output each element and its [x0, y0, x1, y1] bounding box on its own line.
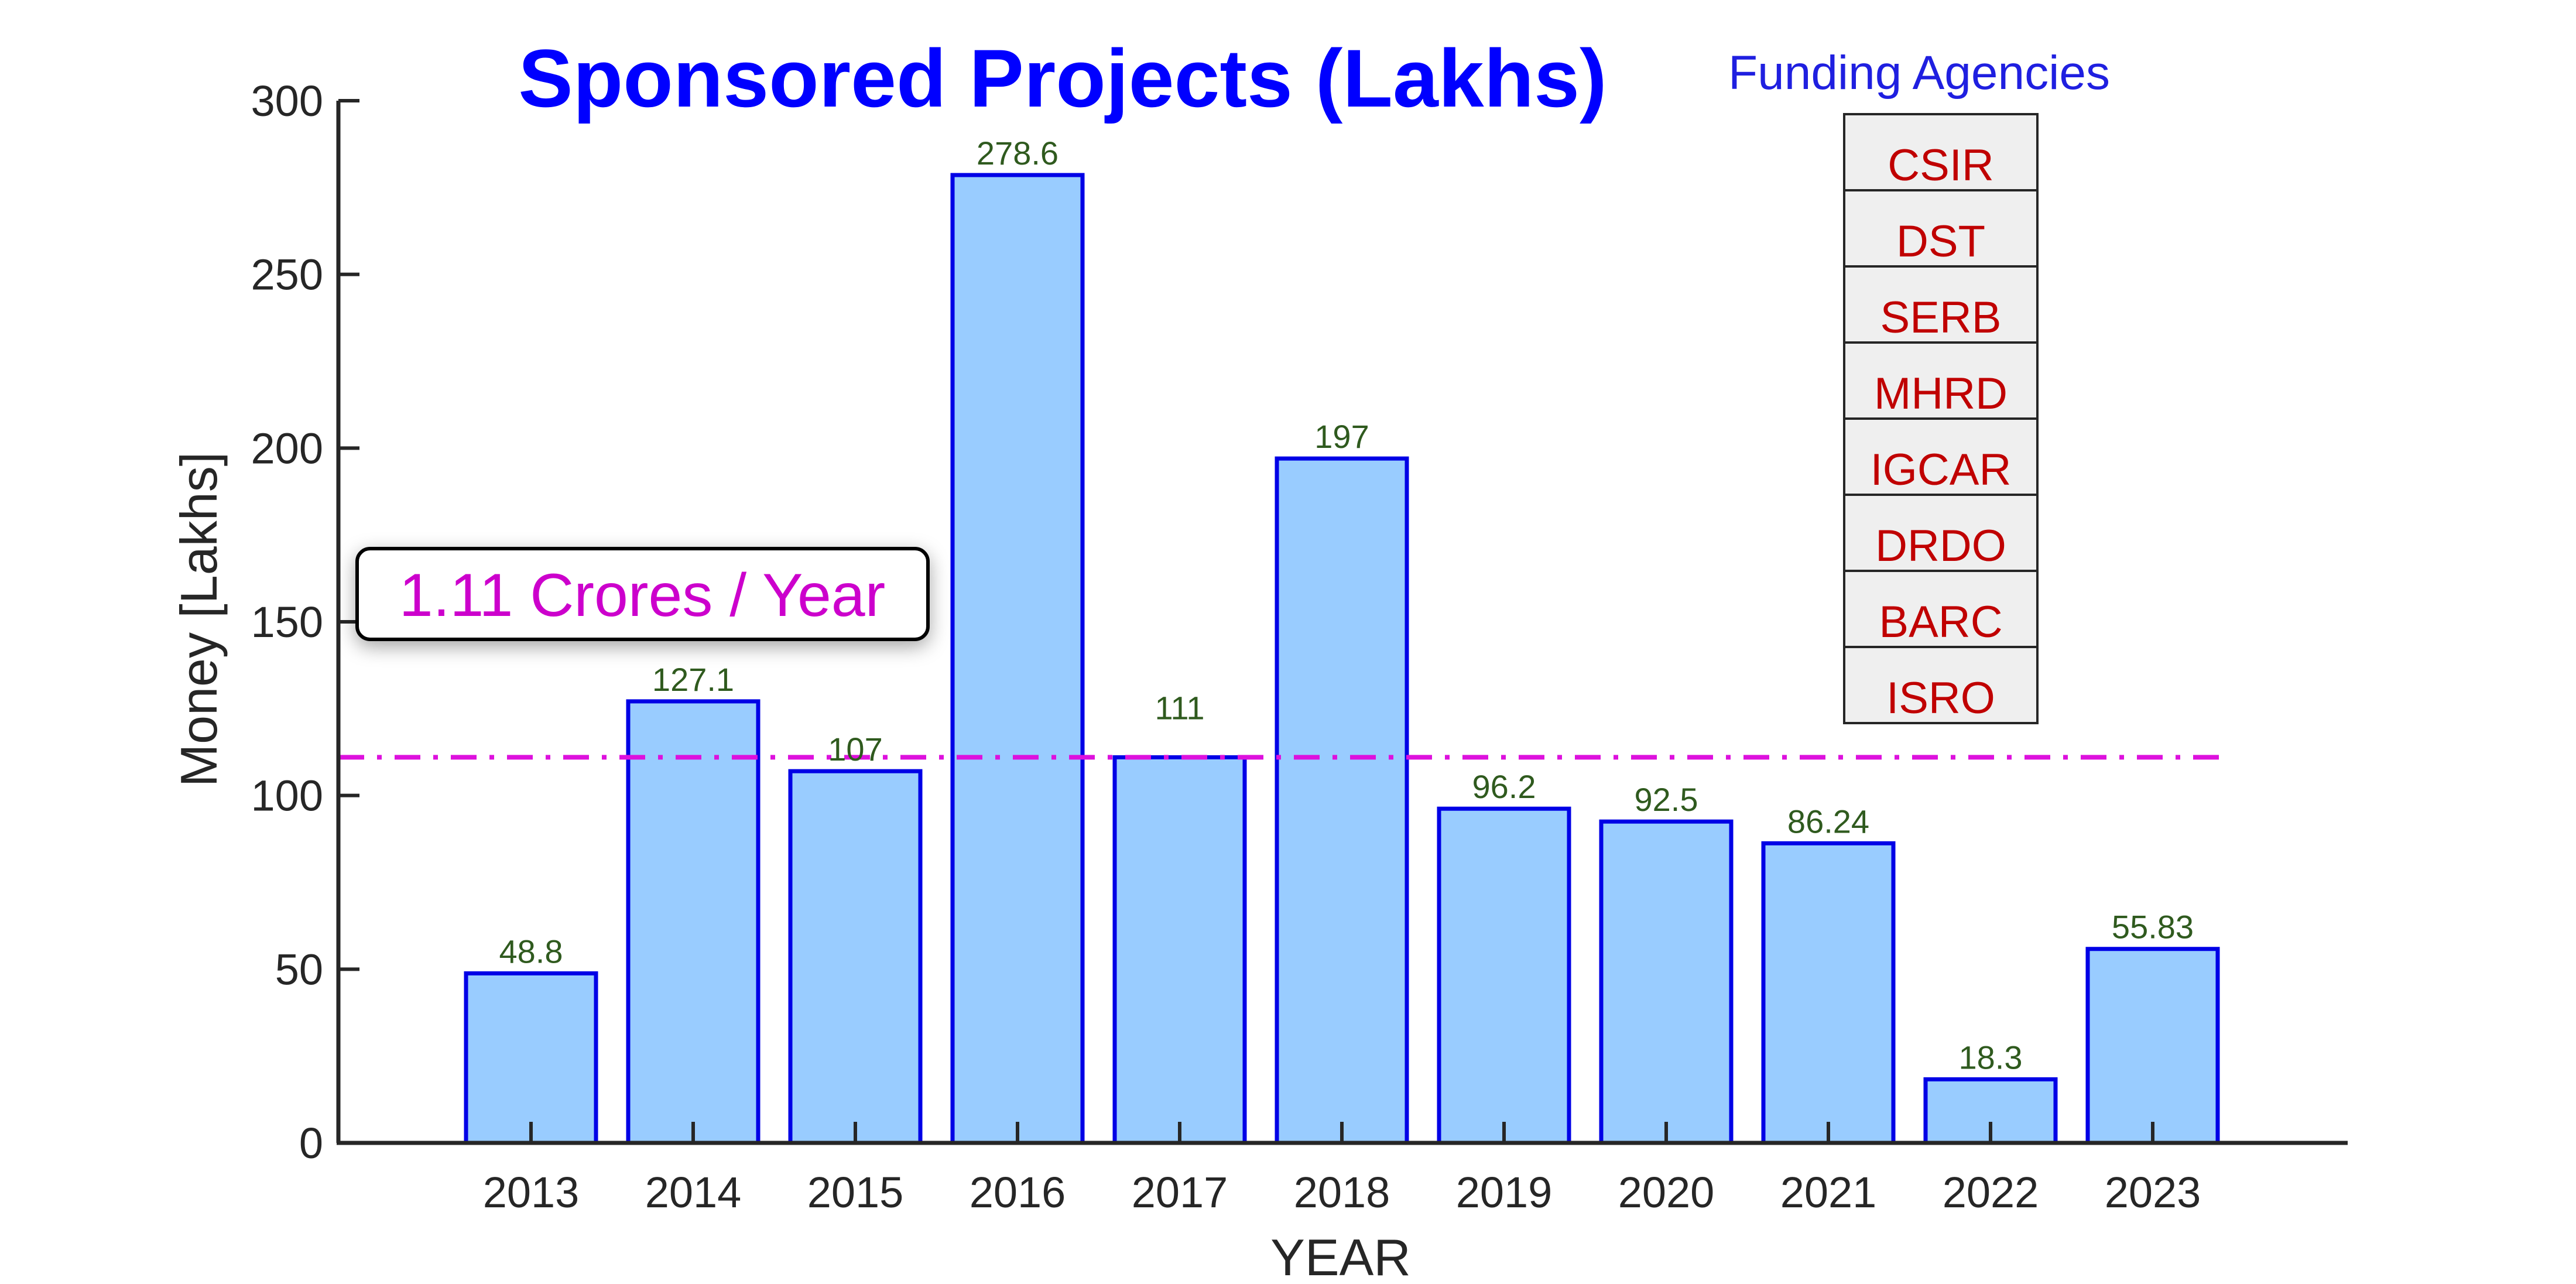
- agency-cell-isro: [1843, 646, 2039, 724]
- agency-cell-mhrd: [1843, 341, 2039, 420]
- x-tick-label-2020: 2020: [1618, 1168, 1715, 1217]
- data-label-2023: 55.83: [2112, 909, 2194, 946]
- agency-drdo: DRDO: [1875, 521, 2006, 571]
- agency-serb: SERB: [1880, 293, 2002, 343]
- agency-cell-igcar: [1843, 417, 2039, 496]
- bars-group: [464, 173, 2220, 1145]
- x-tick-label-2017: 2017: [1132, 1168, 1228, 1217]
- average-annotation-box: [355, 547, 930, 641]
- y-axis-label: Money [Lakhs]: [170, 452, 228, 787]
- data-label-2017: 111: [1155, 689, 1204, 726]
- bar-2014: [626, 699, 761, 1145]
- bar-2021: [1761, 841, 1896, 1145]
- data-label-2015: 107: [828, 731, 882, 768]
- x-tick-label-2014: 2014: [645, 1168, 742, 1217]
- y-tick-label-100: 100: [251, 772, 323, 820]
- y-tick-label-250: 250: [251, 251, 323, 299]
- bar-2015: [788, 769, 923, 1145]
- x-tick-label-2018: 2018: [1294, 1168, 1390, 1217]
- x-axis-label: YEAR: [1270, 1228, 1411, 1284]
- agency-barc: BARC: [1879, 597, 2002, 647]
- data-labels-group: 48.8 127.1 107 278.6 111 197 96.2 92.5 86.24 18.3…: [499, 135, 2194, 1076]
- agency-mhrd: MHRD: [1874, 369, 2008, 419]
- data-label-2013: 48.8: [499, 933, 563, 970]
- x-tick-label-2013: 2013: [483, 1168, 580, 1217]
- agency-csir: CSIR: [1888, 141, 1994, 190]
- y-tick-label-200: 200: [251, 424, 323, 472]
- x-tick-label-2022: 2022: [1943, 1168, 2039, 1217]
- x-tick-label-2016: 2016: [970, 1168, 1066, 1217]
- data-label-2022: 18.3: [1959, 1039, 2023, 1076]
- x-tick-label-2023: 2023: [2105, 1168, 2201, 1217]
- bar-2018: [1275, 456, 1409, 1145]
- data-label-2016: 278.6: [977, 135, 1059, 172]
- bar-2016: [950, 173, 1085, 1145]
- agency-cell-barc: [1843, 570, 2039, 648]
- average-annotation-text: 1.11 Crores / Year: [399, 561, 886, 629]
- average-annotation: 1.11 Crores / Year: [355, 547, 930, 641]
- bar-2023: [2085, 947, 2220, 1145]
- agency-dst: DST: [1896, 217, 1985, 266]
- agency-igcar: IGCAR: [1871, 445, 2012, 495]
- x-tick-label-2019: 2019: [1456, 1168, 1553, 1217]
- data-label-2019: 96.2: [1472, 768, 1536, 805]
- data-label-2014: 127.1: [652, 661, 734, 698]
- bar-2013: [464, 971, 598, 1145]
- data-label-2021: 86.24: [1787, 803, 1869, 840]
- bar-2020: [1599, 819, 1734, 1145]
- agency-cell-drdo: [1843, 494, 2039, 572]
- y-tick-label-50: 50: [275, 945, 323, 994]
- agency-cell-dst: [1843, 189, 2039, 268]
- data-label-2018: 197: [1314, 418, 1369, 455]
- axes-group: 0 50 100 150 200 250 300 2013 2014 2015 2016 2017 20…: [251, 77, 2348, 1217]
- funding-agencies-list: CSIR DST SERB MHRD IGCAR DRDO BARC ISRO: [1843, 113, 2039, 724]
- y-tick-label-150: 150: [251, 598, 323, 646]
- bar-2017: [1112, 755, 1247, 1145]
- chart-title: Sponsored Projects (Lakhs): [518, 32, 1606, 124]
- agency-isro: ISRO: [1886, 673, 1995, 723]
- y-tick-label-0: 0: [299, 1119, 323, 1167]
- y-tick-label-300: 300: [251, 77, 323, 125]
- x-tick-label-2021: 2021: [1780, 1168, 1877, 1217]
- bar-2019: [1437, 806, 1571, 1145]
- agency-cell-csir: [1843, 113, 2039, 191]
- x-tick-label-2015: 2015: [807, 1168, 904, 1217]
- funding-agencies-title: Funding Agencies: [1728, 46, 2110, 100]
- data-label-2020: 92.5: [1635, 781, 1698, 818]
